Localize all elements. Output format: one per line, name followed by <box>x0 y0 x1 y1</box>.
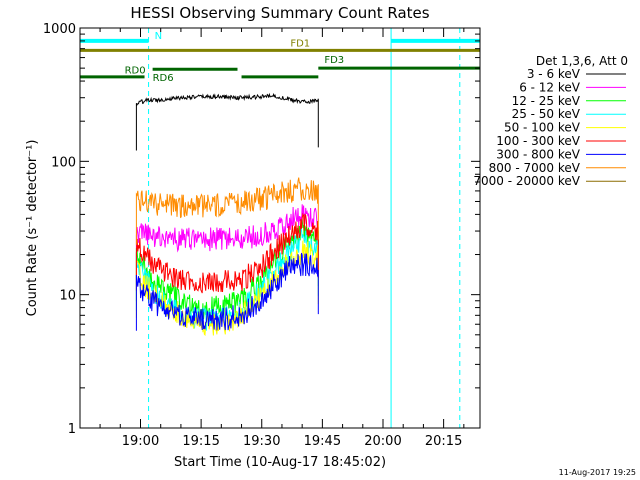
legend-label: 300 - 800 keV <box>496 147 580 161</box>
legend-label: 25 - 50 keV <box>512 107 581 121</box>
x-tick-label: 19:30 <box>243 434 280 449</box>
flag-label-rd6: RD6 <box>153 73 174 84</box>
axis-ticks: 1 10 100 1000 19:00 19:15 19:30 19:45 20:00 20:15 <box>43 22 480 449</box>
legend-label: 7000 - 20000 keV <box>473 174 580 188</box>
flag-label-n: N <box>155 31 162 42</box>
legend-label: 12 - 25 keV <box>512 94 581 108</box>
flag-label-fd3: FD3 <box>324 55 344 66</box>
y-tick-label: 100 <box>51 155 76 170</box>
flag-bars: N FD1 FD3 RD0 RD6 <box>80 31 480 84</box>
series-line-0 <box>135 92 319 151</box>
legend-label: 6 - 12 keV <box>519 80 581 94</box>
chart-title: HESSI Observing Summary Count Rates <box>130 4 429 22</box>
x-tick-label: 20:00 <box>364 434 401 449</box>
series-line-5 <box>135 212 319 294</box>
flag-label-fd1: FD1 <box>290 38 310 49</box>
y-axis-label: Count Rate (s⁻¹ detector⁻¹) <box>25 140 40 317</box>
series-line-6 <box>135 252 319 331</box>
x-tick-label: 19:15 <box>182 434 219 449</box>
plot-frame <box>79 27 481 429</box>
x-axis-label: Start Time (10-Aug-17 18:45:02) <box>174 455 386 470</box>
flag-label-rd0: RD0 <box>125 65 146 76</box>
x-tick-label: 20:15 <box>425 434 462 449</box>
x-tick-label: 19:00 <box>122 434 159 449</box>
series-lines <box>135 92 319 337</box>
legend-label: 800 - 7000 keV <box>489 161 581 175</box>
legend-label: 100 - 300 keV <box>496 134 580 148</box>
y-tick-label: 1000 <box>43 22 76 37</box>
x-tick-label: 19:45 <box>304 434 341 449</box>
y-tick-label: 1 <box>68 422 76 437</box>
y-tick-label: 10 <box>59 289 76 304</box>
legend-title: Det 1,3,6, Att 0 <box>536 54 628 68</box>
footer-timestamp: 11-Aug-2017 19:25 <box>559 468 636 477</box>
legend-label: 3 - 6 keV <box>527 67 581 81</box>
series-line-7 <box>135 177 319 245</box>
legend-label: 50 - 100 keV <box>504 121 581 135</box>
